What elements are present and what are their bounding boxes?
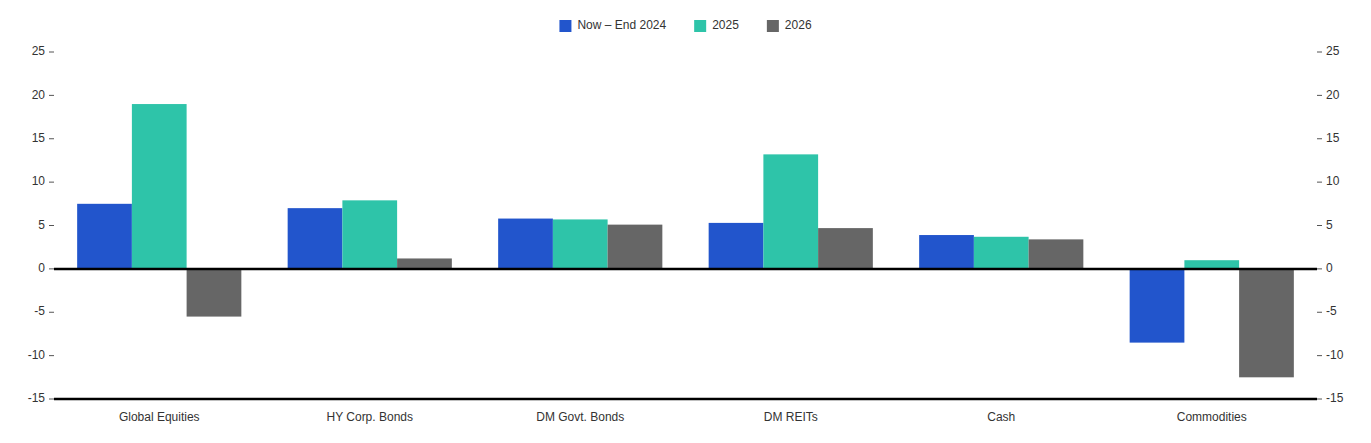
bottom-axis-line (54, 398, 1317, 401)
y-tick (49, 268, 54, 269)
x-tick-label: DM Govt. Bonds (536, 410, 624, 424)
bar (498, 219, 553, 269)
y-tick-label: 25 (32, 44, 46, 58)
y-tick-label: -10 (28, 348, 46, 362)
bar (132, 104, 187, 269)
legend-swatch (559, 20, 571, 32)
y-tick-label: 10 (32, 174, 46, 188)
y2-tick-label: -10 (1326, 348, 1344, 362)
y-tick-label: -15 (28, 391, 46, 405)
y2-tick (1317, 225, 1322, 226)
axes: -15 -10 -5 0 5 10 15 20 25 -15 -10 -5 0 5 10 15 20 25 Glob… (28, 44, 1344, 424)
y2-tick (1317, 182, 1322, 183)
bar (1239, 269, 1294, 377)
y2-tick-label: -5 (1326, 304, 1337, 318)
legend-item: 2026 (767, 18, 812, 32)
y2-tick (1317, 95, 1322, 96)
y2-tick (1317, 52, 1322, 53)
y-tick (49, 225, 54, 226)
y-tick (49, 399, 54, 400)
bar (974, 237, 1029, 269)
legend-swatch (767, 20, 779, 32)
y2-tick (1317, 312, 1322, 313)
bar (77, 204, 132, 269)
bar (397, 258, 452, 268)
y-tick-label: 0 (38, 261, 45, 275)
y-tick (49, 138, 54, 139)
bar (763, 154, 818, 269)
bar (608, 225, 663, 269)
y-tick-label: 20 (32, 88, 46, 102)
y2-tick-label: 15 (1326, 131, 1340, 145)
bar (1130, 269, 1185, 343)
y-tick-label: 5 (38, 218, 45, 232)
y2-tick-label: 0 (1326, 261, 1333, 275)
legend-label: 2026 (785, 18, 812, 32)
y2-tick (1317, 355, 1322, 356)
x-tick-label: Cash (987, 410, 1015, 424)
bar (1029, 239, 1084, 268)
x-tick-label: Commodities (1177, 410, 1247, 424)
bar (1184, 260, 1239, 269)
legend-swatch (694, 20, 706, 32)
y2-tick-label: 10 (1326, 174, 1340, 188)
bar (709, 223, 764, 269)
bar (818, 228, 873, 269)
bar (342, 200, 397, 269)
legend-item: Now – End 2024 (559, 18, 666, 32)
bars (77, 104, 1294, 377)
y2-tick (1317, 399, 1322, 400)
y2-tick-label: 5 (1326, 218, 1333, 232)
y2-tick-label: 20 (1326, 88, 1340, 102)
bar (919, 235, 974, 269)
y-tick (49, 182, 54, 183)
bar (553, 219, 608, 268)
y-tick (49, 355, 54, 356)
zero-line (54, 268, 1317, 271)
legend-label: Now – End 2024 (577, 18, 666, 32)
y2-tick-label: -15 (1326, 391, 1344, 405)
legend-label: 2025 (712, 18, 739, 32)
y-tick-label: 15 (32, 131, 46, 145)
y-tick (49, 52, 54, 53)
x-tick-label: Global Equities (119, 410, 200, 424)
y-tick (49, 95, 54, 96)
y2-tick-label: 25 (1326, 44, 1340, 58)
y2-tick (1317, 268, 1322, 269)
legend-item: 2025 (694, 18, 739, 32)
y-tick-label: -5 (34, 304, 45, 318)
bar (288, 208, 343, 269)
x-tick-label: DM REITs (764, 410, 818, 424)
y-tick (49, 312, 54, 313)
chart-container: -15-10-50510152025-15-10-50510152025Glob… (0, 0, 1371, 443)
y2-tick (1317, 138, 1322, 139)
legend: Now – End 2024 2025 2026 (559, 18, 811, 32)
x-tick-label: HY Corp. Bonds (327, 410, 414, 424)
chart-svg: -15-10-50510152025-15-10-50510152025Glob… (0, 0, 1371, 443)
bar (187, 269, 242, 317)
